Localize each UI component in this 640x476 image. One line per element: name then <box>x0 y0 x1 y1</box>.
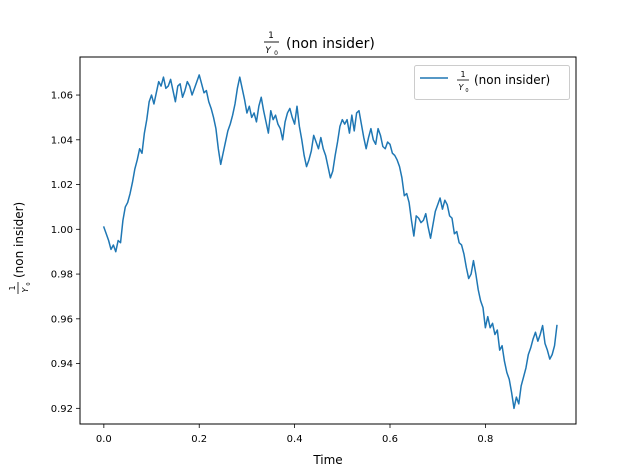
x-tick-label: 0.8 <box>477 434 493 445</box>
x-tick-label: 0.2 <box>191 434 207 445</box>
legend-label-suffix: (non insider) <box>474 73 550 87</box>
title-fraction-denominator: Y <box>265 46 272 56</box>
y-tick-label: 0.96 <box>51 314 73 325</box>
y-tick-label: 1.04 <box>51 135 73 146</box>
ylabel-fraction-denominator-subscript: 0 <box>26 282 32 285</box>
title-fraction-numerator: 1 <box>268 31 274 41</box>
y-tick-label: 1.06 <box>51 91 73 102</box>
series-line <box>102 74 558 410</box>
x-tick-label: 0.0 <box>96 434 112 445</box>
y-tick-label: 0.92 <box>51 404 73 415</box>
y-tick-label: 1.00 <box>51 225 73 236</box>
chart-title: 1 Y 0 (non insider) <box>264 31 375 57</box>
y-tick-label: 0.98 <box>51 270 73 281</box>
x-axis-label: Time <box>312 453 342 467</box>
y-axis-ticks: 0.92 0.94 0.96 0.98 1.00 1.02 1.04 1.06 <box>51 91 80 415</box>
x-axis-ticks: 0.0 0.2 0.4 0.6 0.8 <box>96 424 493 445</box>
y-tick-label: 1.02 <box>51 180 73 191</box>
legend-box <box>414 65 570 100</box>
title-suffix: (non insider) <box>286 36 375 52</box>
legend-fraction-numerator: 1 <box>460 70 465 79</box>
x-tick-label: 0.6 <box>382 434 398 445</box>
title-fraction-denominator-subscript: 0 <box>274 50 278 57</box>
ylabel-suffix: (non insider) <box>12 202 26 278</box>
x-tick-label: 0.4 <box>287 434 303 445</box>
legend: 1 Y 0 (non insider) <box>414 65 570 100</box>
legend-fraction-denominator-subscript: 0 <box>465 88 468 94</box>
title-denominator-text: Y <box>265 46 272 56</box>
ylabel-fraction-denominator: Y <box>21 286 30 292</box>
y-tick-label: 0.94 <box>51 359 73 370</box>
axes-frame <box>79 56 577 425</box>
ylabel-fraction-numerator: 1 <box>8 285 17 290</box>
y-axis-label: 1 Y 0 (non insider) <box>8 202 32 294</box>
legend-fraction-denominator: Y <box>459 83 465 92</box>
plot-area <box>102 74 558 410</box>
